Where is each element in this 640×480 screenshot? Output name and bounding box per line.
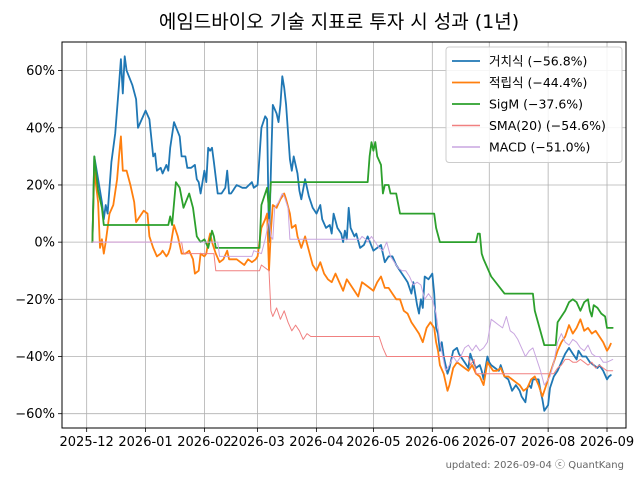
legend-box <box>445 46 623 163</box>
legend-label: SigM (−37.6%) <box>489 97 583 112</box>
series-line-1 <box>91 135 612 398</box>
y-tick-label: 0% <box>34 236 55 251</box>
legend-label: MACD (−51.0%) <box>489 140 590 155</box>
y-tick-label: 40% <box>26 121 55 136</box>
x-tick-label: 2026-02 <box>177 435 231 450</box>
legend-label: 적립식 (−44.4%) <box>489 75 587 90</box>
y-tick-label: −40% <box>15 350 55 365</box>
x-tick-label: 2026-09 <box>580 435 634 450</box>
y-tick-label: 60% <box>26 64 55 79</box>
chart-title: 에임드바이오 기술 지표로 투자 시 성과 (1년) <box>159 11 519 33</box>
legend: 거치식 (−56.8%) 적립식 (−44.4%) SigM (−37.6%) SMA… <box>445 46 623 163</box>
x-tick-label: 2026-06 <box>405 435 459 450</box>
x-tick-label: 2026-01 <box>118 435 172 450</box>
series-line-0 <box>91 55 612 412</box>
grid-lines <box>62 42 626 428</box>
plot-frame <box>61 41 627 429</box>
series-lines <box>91 55 614 412</box>
series-line-3 <box>91 241 614 375</box>
x-tick-label: 2026-05 <box>346 435 400 450</box>
footer-note: updated: 2026-09-04 ⓒ QuantKang <box>446 459 624 471</box>
y-tick-label: 20% <box>26 178 55 193</box>
x-tick-label: 2026-03 <box>230 435 284 450</box>
series-line-4 <box>91 193 614 386</box>
x-tick-label: 2025-12 <box>60 435 114 450</box>
legend-label: 거치식 (−56.8%) <box>489 54 587 69</box>
x-tick-label: 2026-04 <box>289 435 343 450</box>
y-tick-label: −20% <box>15 293 55 308</box>
x-tick-label: 2026-08 <box>521 435 575 450</box>
axes: 60% 40% 20% 0% −20% −40% −60% 2025-12 2026-01 202… <box>15 64 634 450</box>
series-line-2 <box>91 141 614 346</box>
y-tick-label: −60% <box>15 407 55 422</box>
x-tick-label: 2026-07 <box>462 435 516 450</box>
legend-label: SMA(20) (−54.6%) <box>489 118 606 133</box>
